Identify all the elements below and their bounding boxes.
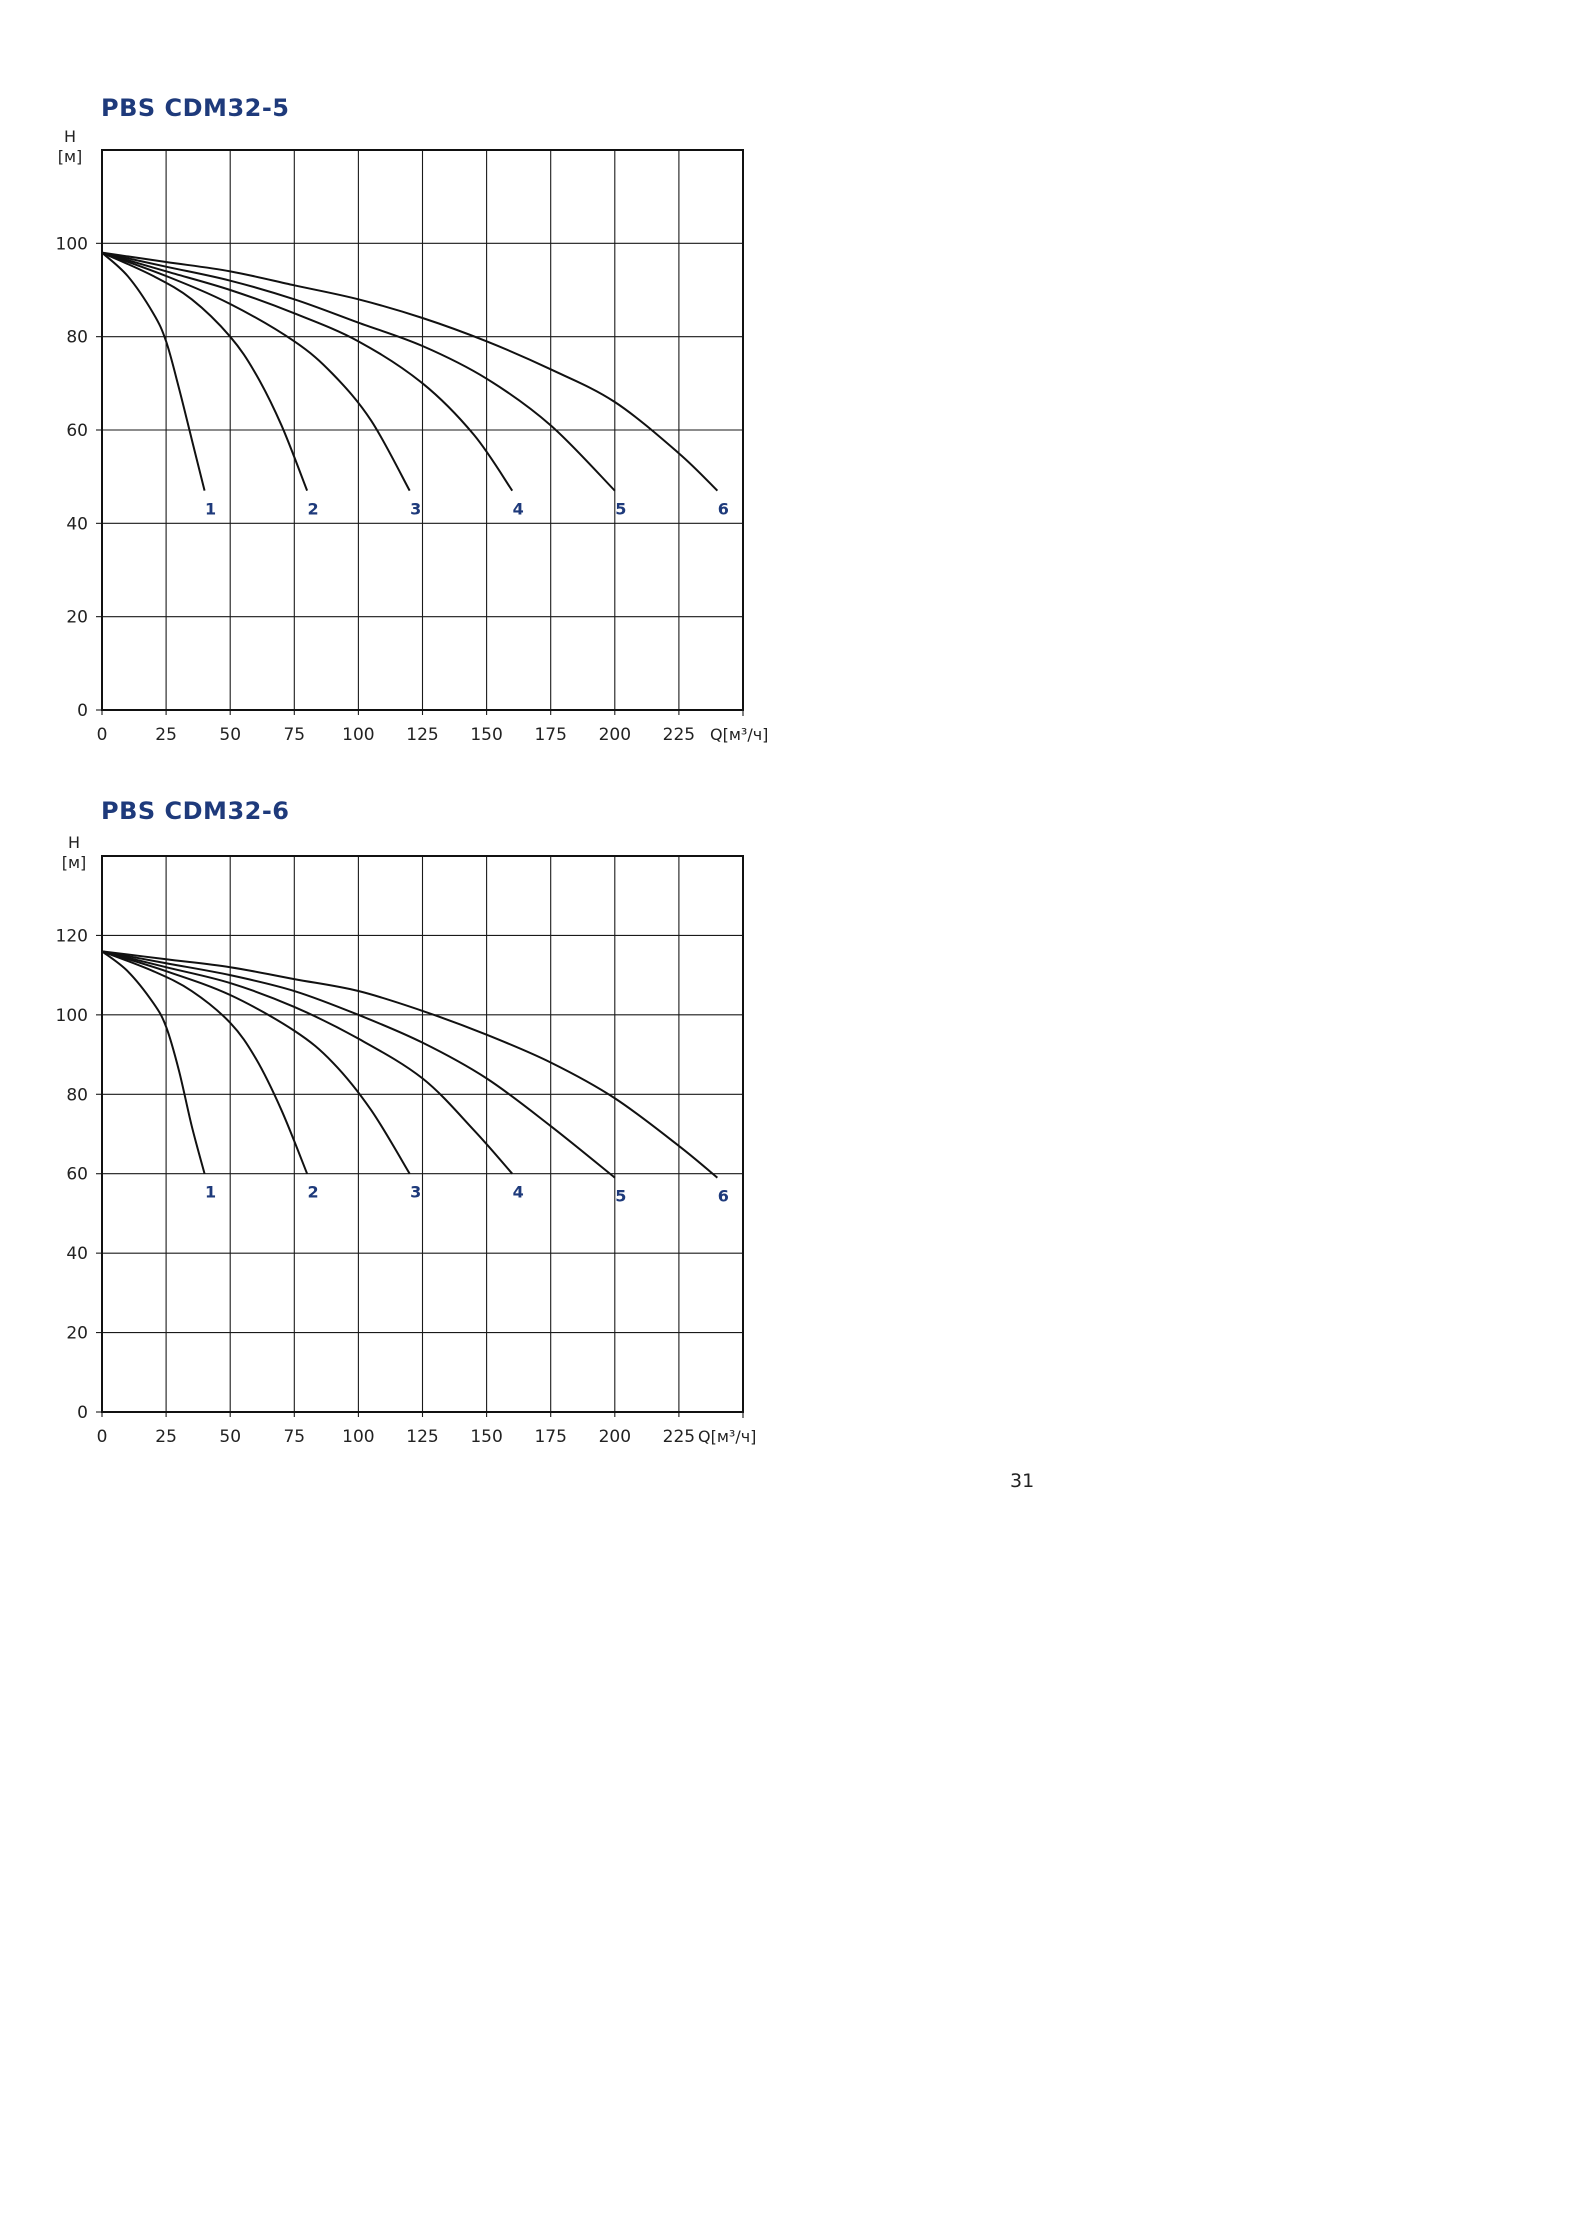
curve-label-3: 3 <box>410 1183 421 1202</box>
curve-label-4: 4 <box>513 500 524 519</box>
x-axis-label: Q[м³/ч] <box>710 725 768 744</box>
x-tick-label: 100 <box>342 725 374 745</box>
x-tick-label: 25 <box>155 725 177 745</box>
x-tick-label: 100 <box>342 1427 374 1447</box>
x-tick-label: 25 <box>155 1427 177 1447</box>
pump-curve-5 <box>101 251 616 492</box>
pump-curve-1 <box>101 950 206 1174</box>
pump-curve-1 <box>101 251 206 491</box>
x-tick-label: 175 <box>534 1427 566 1447</box>
chart-title-cdm32-6: PBS CDM32-6 <box>101 797 290 825</box>
pump-curve-2 <box>101 950 309 1175</box>
x-tick-label: 0 <box>97 725 108 745</box>
y-axis-label: [м] <box>58 147 83 166</box>
pump-curve-3 <box>101 950 411 1175</box>
x-tick-label: 50 <box>219 1427 241 1447</box>
pump-curve-chart-cdm32-5: 0 25 50 75 100 125 150 175 200 225020406080100H[м… <box>56 127 769 745</box>
y-tick-label: 60 <box>66 1165 88 1185</box>
y-tick-label: 40 <box>66 514 88 534</box>
x-tick-label: 125 <box>406 1427 438 1447</box>
curve-label-2: 2 <box>308 1183 319 1202</box>
curve-label-5: 5 <box>615 500 626 519</box>
plot-frame <box>101 855 744 1413</box>
y-tick-label: 80 <box>66 1085 88 1105</box>
curve-label-1: 1 <box>205 1183 216 1202</box>
x-tick-label: 175 <box>534 725 566 745</box>
y-tick-label: 60 <box>66 421 88 441</box>
y-tick-label: 0 <box>77 701 88 721</box>
pump-curve-4 <box>101 950 513 1175</box>
x-tick-label: 150 <box>470 1427 502 1447</box>
x-axis-label: Q[м³/ч] <box>698 1427 756 1446</box>
x-tick-label: 75 <box>283 725 305 745</box>
y-tick-label: 100 <box>56 234 88 254</box>
pump-curve-3 <box>101 251 411 492</box>
x-tick-label: 50 <box>219 725 241 745</box>
pump-curve-5 <box>101 950 616 1179</box>
y-axis-label: H <box>64 127 76 146</box>
x-tick-label: 125 <box>406 725 438 745</box>
x-tick-label: 200 <box>599 725 631 745</box>
y-tick-label: 40 <box>66 1244 88 1264</box>
x-tick-label: 200 <box>599 1427 631 1447</box>
curve-label-5: 5 <box>615 1187 626 1206</box>
y-tick-label: 120 <box>56 926 88 946</box>
y-tick-label: 20 <box>66 1324 88 1344</box>
y-tick-label: 80 <box>66 328 88 348</box>
chart-title-cdm32-5: PBS CDM32-5 <box>101 94 290 122</box>
x-tick-label: 75 <box>283 1427 305 1447</box>
pump-curve-2 <box>101 251 309 492</box>
plot-frame <box>101 149 744 711</box>
curve-label-6: 6 <box>718 500 729 519</box>
pump-curve-6 <box>101 251 719 492</box>
x-tick-label: 150 <box>470 725 502 745</box>
x-tick-label: 225 <box>663 725 695 745</box>
y-axis-label: [м] <box>62 853 87 872</box>
pump-curve-6 <box>101 950 718 1179</box>
curve-label-4: 4 <box>513 1183 524 1202</box>
y-axis-label: H <box>68 833 80 852</box>
y-tick-label: 100 <box>56 1006 88 1026</box>
curve-label-3: 3 <box>410 500 421 519</box>
curve-label-1: 1 <box>205 500 216 519</box>
curve-label-2: 2 <box>308 500 319 519</box>
x-tick-label: 225 <box>663 1427 695 1447</box>
y-tick-label: 0 <box>77 1403 88 1423</box>
y-tick-label: 20 <box>66 608 88 628</box>
x-tick-label: 0 <box>97 1427 108 1447</box>
page-number: 31 <box>1010 1470 1035 1492</box>
curve-label-6: 6 <box>718 1187 729 1206</box>
pump-curve-4 <box>101 251 514 492</box>
pump-curve-chart-cdm32-6: 0 25 50 75 100 125 150 175 200 225020406080100120… <box>56 833 757 1447</box>
